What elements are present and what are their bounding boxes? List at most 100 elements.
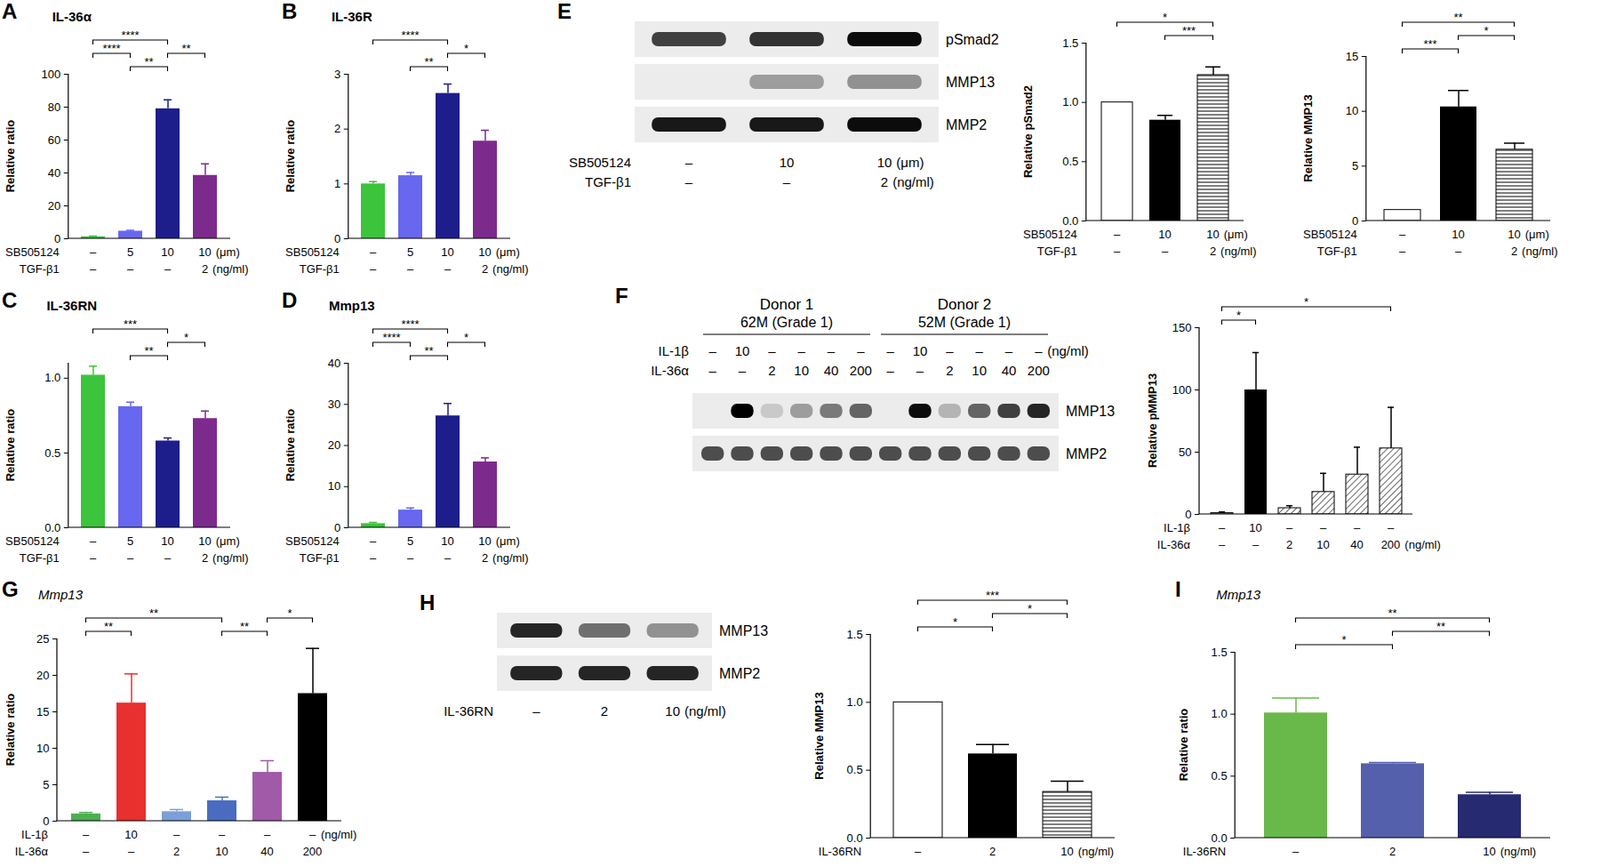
svg-text:5: 5 [127,534,134,548]
svg-text:–: – [82,827,90,841]
svg-text:25: 25 [36,632,49,646]
svg-text:Mmp13: Mmp13 [1216,586,1262,602]
svg-text:2: 2 [945,362,953,378]
svg-text:0: 0 [334,232,341,246]
svg-text:–: – [1252,537,1260,552]
svg-text:Mmp13: Mmp13 [328,297,376,313]
svg-text:10: 10 [160,245,174,259]
svg-text:10: 10 [478,245,491,259]
svg-text:1.5: 1.5 [1211,645,1228,659]
svg-text:(μm): (μm) [496,534,520,548]
svg-text:20: 20 [36,668,49,682]
svg-text:–: – [1387,520,1395,535]
svg-text:80: 80 [48,100,61,114]
svg-text:–: – [856,343,865,359]
svg-text:–: – [708,362,717,378]
svg-text:**: ** [1436,619,1446,633]
svg-text:20: 20 [48,199,61,213]
svg-text:–: – [1005,343,1014,359]
svg-text:5: 5 [407,245,414,259]
svg-text:****: **** [400,28,419,42]
svg-text:IL-36R: IL-36R [331,8,373,24]
svg-text:Relative ratio: Relative ratio [3,693,17,767]
svg-text:Relative ratio: Relative ratio [283,120,297,193]
svg-text:TGF-β1: TGF-β1 [299,551,340,565]
svg-text:Relative ratio: Relative ratio [3,120,17,193]
svg-text:TGF-β1: TGF-β1 [1037,244,1078,258]
svg-text:–: – [128,844,136,858]
svg-text:0.0: 0.0 [847,831,864,845]
svg-text:IL-36RN: IL-36RN [818,844,862,858]
svg-text:1.5: 1.5 [847,627,864,641]
svg-text:200: 200 [1027,362,1050,378]
svg-text:–: – [1113,244,1121,258]
svg-text:150: 150 [1172,320,1192,335]
svg-text:5: 5 [127,245,134,259]
svg-text:0.5: 0.5 [847,762,864,776]
svg-text:TGF-β1: TGF-β1 [19,551,60,565]
svg-text:–: – [1455,244,1463,258]
svg-text:2: 2 [481,262,488,276]
svg-text:5: 5 [407,534,414,548]
svg-text:IL-1β: IL-1β [21,827,48,841]
svg-text:IL-36α: IL-36α [650,362,689,378]
svg-text:TGF-β1: TGF-β1 [299,262,340,276]
svg-text:(μm): (μm) [216,245,240,259]
svg-text:–: – [827,343,836,359]
svg-text:(ng/ml): (ng/ml) [212,551,248,565]
svg-text:2: 2 [201,262,208,276]
svg-text:Relative MMP13: Relative MMP13 [812,691,826,779]
svg-text:10: 10 [793,362,809,378]
svg-text:*: * [464,330,469,344]
svg-text:0: 0 [42,814,49,828]
svg-text:–: – [738,362,747,378]
svg-text:50: 50 [1178,445,1192,459]
svg-text:10: 10 [1060,844,1073,858]
svg-text:(ng/ml): (ng/ml) [1500,844,1536,858]
svg-text:**: ** [424,344,433,358]
svg-text:0.0: 0.0 [1211,831,1228,845]
svg-text:10: 10 [779,154,795,170]
svg-text:–: – [218,827,226,841]
svg-text:–: – [1113,227,1121,241]
svg-text:MMP13: MMP13 [719,623,768,639]
svg-text:1.0: 1.0 [1062,95,1079,109]
svg-text:****: **** [120,28,139,42]
svg-text:–: – [1034,343,1043,359]
svg-text:–: – [708,343,717,359]
svg-text:1.0: 1.0 [44,370,61,384]
svg-text:10: 10 [215,844,228,858]
svg-text:**: ** [240,619,249,633]
svg-text:Relative pSmad2: Relative pSmad2 [1021,85,1035,178]
svg-text:MMP13: MMP13 [945,74,995,90]
svg-text:–: – [407,262,415,276]
svg-text:***: *** [1423,37,1437,51]
svg-text:pSmad2: pSmad2 [945,32,1000,48]
svg-text:**: ** [424,55,433,69]
svg-text:10: 10 [160,534,174,548]
svg-text:2: 2 [201,551,208,565]
svg-text:–: – [407,551,415,565]
svg-text:0: 0 [334,520,341,535]
svg-text:(μm): (μm) [1224,227,1248,241]
svg-text:(ng/ml): (ng/ml) [1220,244,1256,258]
svg-text:SB505124: SB505124 [1303,227,1358,241]
svg-text:(ng/ml): (ng/ml) [492,262,528,276]
svg-text:15: 15 [1345,49,1359,64]
svg-text:2: 2 [1511,244,1518,258]
svg-text:***: *** [1182,24,1196,38]
svg-text:200: 200 [303,844,323,858]
svg-text:–: – [164,262,172,276]
svg-text:0.5: 0.5 [1211,768,1228,783]
svg-text:0.0: 0.0 [1062,214,1079,228]
svg-text:2: 2 [880,174,888,190]
svg-text:*: * [1341,632,1346,647]
svg-text:–: – [369,534,377,548]
svg-text:2: 2 [1209,244,1216,258]
svg-text:–: – [1286,520,1294,535]
svg-text:–: – [369,262,377,276]
svg-text:–: – [369,551,377,565]
svg-text:(μm): (μm) [496,245,520,259]
svg-text:30: 30 [328,397,341,411]
svg-text:–: – [89,551,97,565]
